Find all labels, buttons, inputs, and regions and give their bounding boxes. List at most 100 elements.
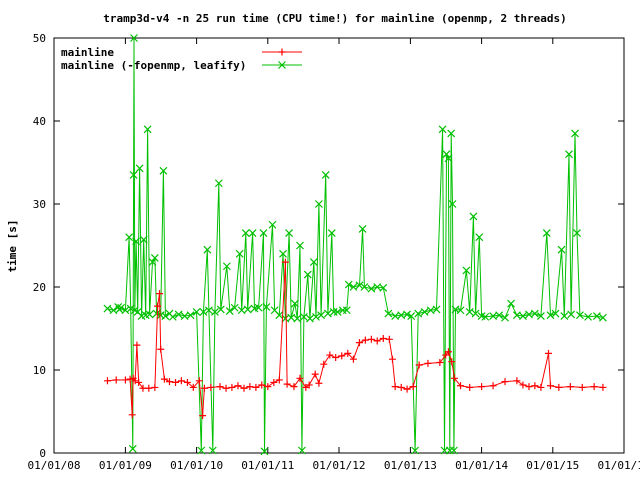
data-point <box>303 270 312 279</box>
data-point <box>139 384 147 392</box>
data-point <box>450 374 458 382</box>
data-point <box>384 309 393 318</box>
data-point <box>143 125 152 134</box>
data-point <box>344 280 353 289</box>
data-point <box>599 313 607 322</box>
data-point <box>448 200 457 208</box>
data-point <box>285 229 293 237</box>
data-point <box>145 384 153 392</box>
data-point <box>117 303 126 312</box>
data-point <box>228 383 236 391</box>
data-point <box>183 378 191 386</box>
data-point <box>161 312 170 320</box>
data-point <box>447 129 456 138</box>
data-point <box>281 258 289 266</box>
data-point <box>531 382 539 390</box>
data-point <box>501 378 509 386</box>
data-point <box>314 200 323 208</box>
data-point <box>230 303 239 312</box>
data-point <box>174 310 183 319</box>
y-tick-label: 0 <box>39 447 46 460</box>
data-point <box>262 302 271 311</box>
series-mainline <box>103 258 607 420</box>
data-point <box>546 311 555 320</box>
data-point <box>186 311 195 320</box>
data-point <box>456 306 465 315</box>
data-point <box>403 310 412 319</box>
data-point <box>132 237 141 246</box>
data-point <box>415 361 423 369</box>
data-point <box>444 154 453 163</box>
data-point <box>139 235 148 244</box>
data-point <box>361 336 369 344</box>
data-point <box>573 229 581 237</box>
data-point <box>296 241 304 250</box>
data-point <box>240 384 248 392</box>
x-tick-label: 01/01/11 <box>241 459 294 472</box>
data-point <box>283 380 291 388</box>
data-point <box>590 383 598 391</box>
data-point <box>114 302 123 311</box>
data-point <box>326 351 334 359</box>
data-point <box>309 258 318 267</box>
data-point <box>320 360 328 368</box>
data-point <box>551 309 560 318</box>
data-point <box>195 377 203 385</box>
data-point <box>536 312 545 320</box>
data-point <box>537 383 545 391</box>
data-point <box>567 310 576 319</box>
data-point <box>545 349 553 357</box>
data-point <box>259 229 268 237</box>
data-point <box>599 383 607 391</box>
data-point <box>462 266 471 275</box>
data-point <box>323 309 332 318</box>
data-point <box>530 309 539 318</box>
data-point <box>475 233 484 242</box>
data-point <box>584 312 593 321</box>
data-point <box>315 379 323 387</box>
data-point <box>298 446 306 455</box>
x-tick-label: 01/01/12 <box>313 459 366 472</box>
data-point <box>481 312 490 321</box>
data-point <box>125 233 134 242</box>
data-point <box>243 305 252 314</box>
data-point <box>466 383 474 391</box>
data-point <box>135 164 144 173</box>
legend-label: mainline <box>61 46 114 59</box>
data-point <box>333 307 342 316</box>
data-point <box>275 376 283 384</box>
data-point <box>317 311 325 320</box>
data-point <box>355 339 363 347</box>
x-tick-label: 01/01/09 <box>99 459 152 472</box>
data-point <box>248 229 257 237</box>
data-point <box>438 125 447 134</box>
data-point <box>260 447 269 456</box>
data-point <box>165 378 173 386</box>
data-point <box>199 307 208 316</box>
x-tick-label: 01/01/16 <box>598 459 640 472</box>
data-point <box>349 355 357 363</box>
data-point <box>578 383 586 391</box>
data-point <box>246 383 254 391</box>
data-point <box>270 378 278 386</box>
data-point <box>159 166 168 175</box>
data-point <box>131 377 139 385</box>
data-point <box>156 290 164 298</box>
data-point <box>192 307 201 316</box>
data-point <box>225 307 234 315</box>
data-point <box>542 229 551 237</box>
data-point <box>391 383 399 391</box>
data-point <box>519 381 527 389</box>
data-point <box>471 309 480 318</box>
data-point <box>128 444 137 453</box>
data-point <box>222 384 230 392</box>
data-point <box>397 383 405 391</box>
data-point <box>150 254 159 262</box>
data-point <box>501 313 509 322</box>
data-point <box>290 383 298 391</box>
data-point <box>258 381 266 389</box>
data-point <box>312 312 320 321</box>
data-point <box>575 311 584 320</box>
